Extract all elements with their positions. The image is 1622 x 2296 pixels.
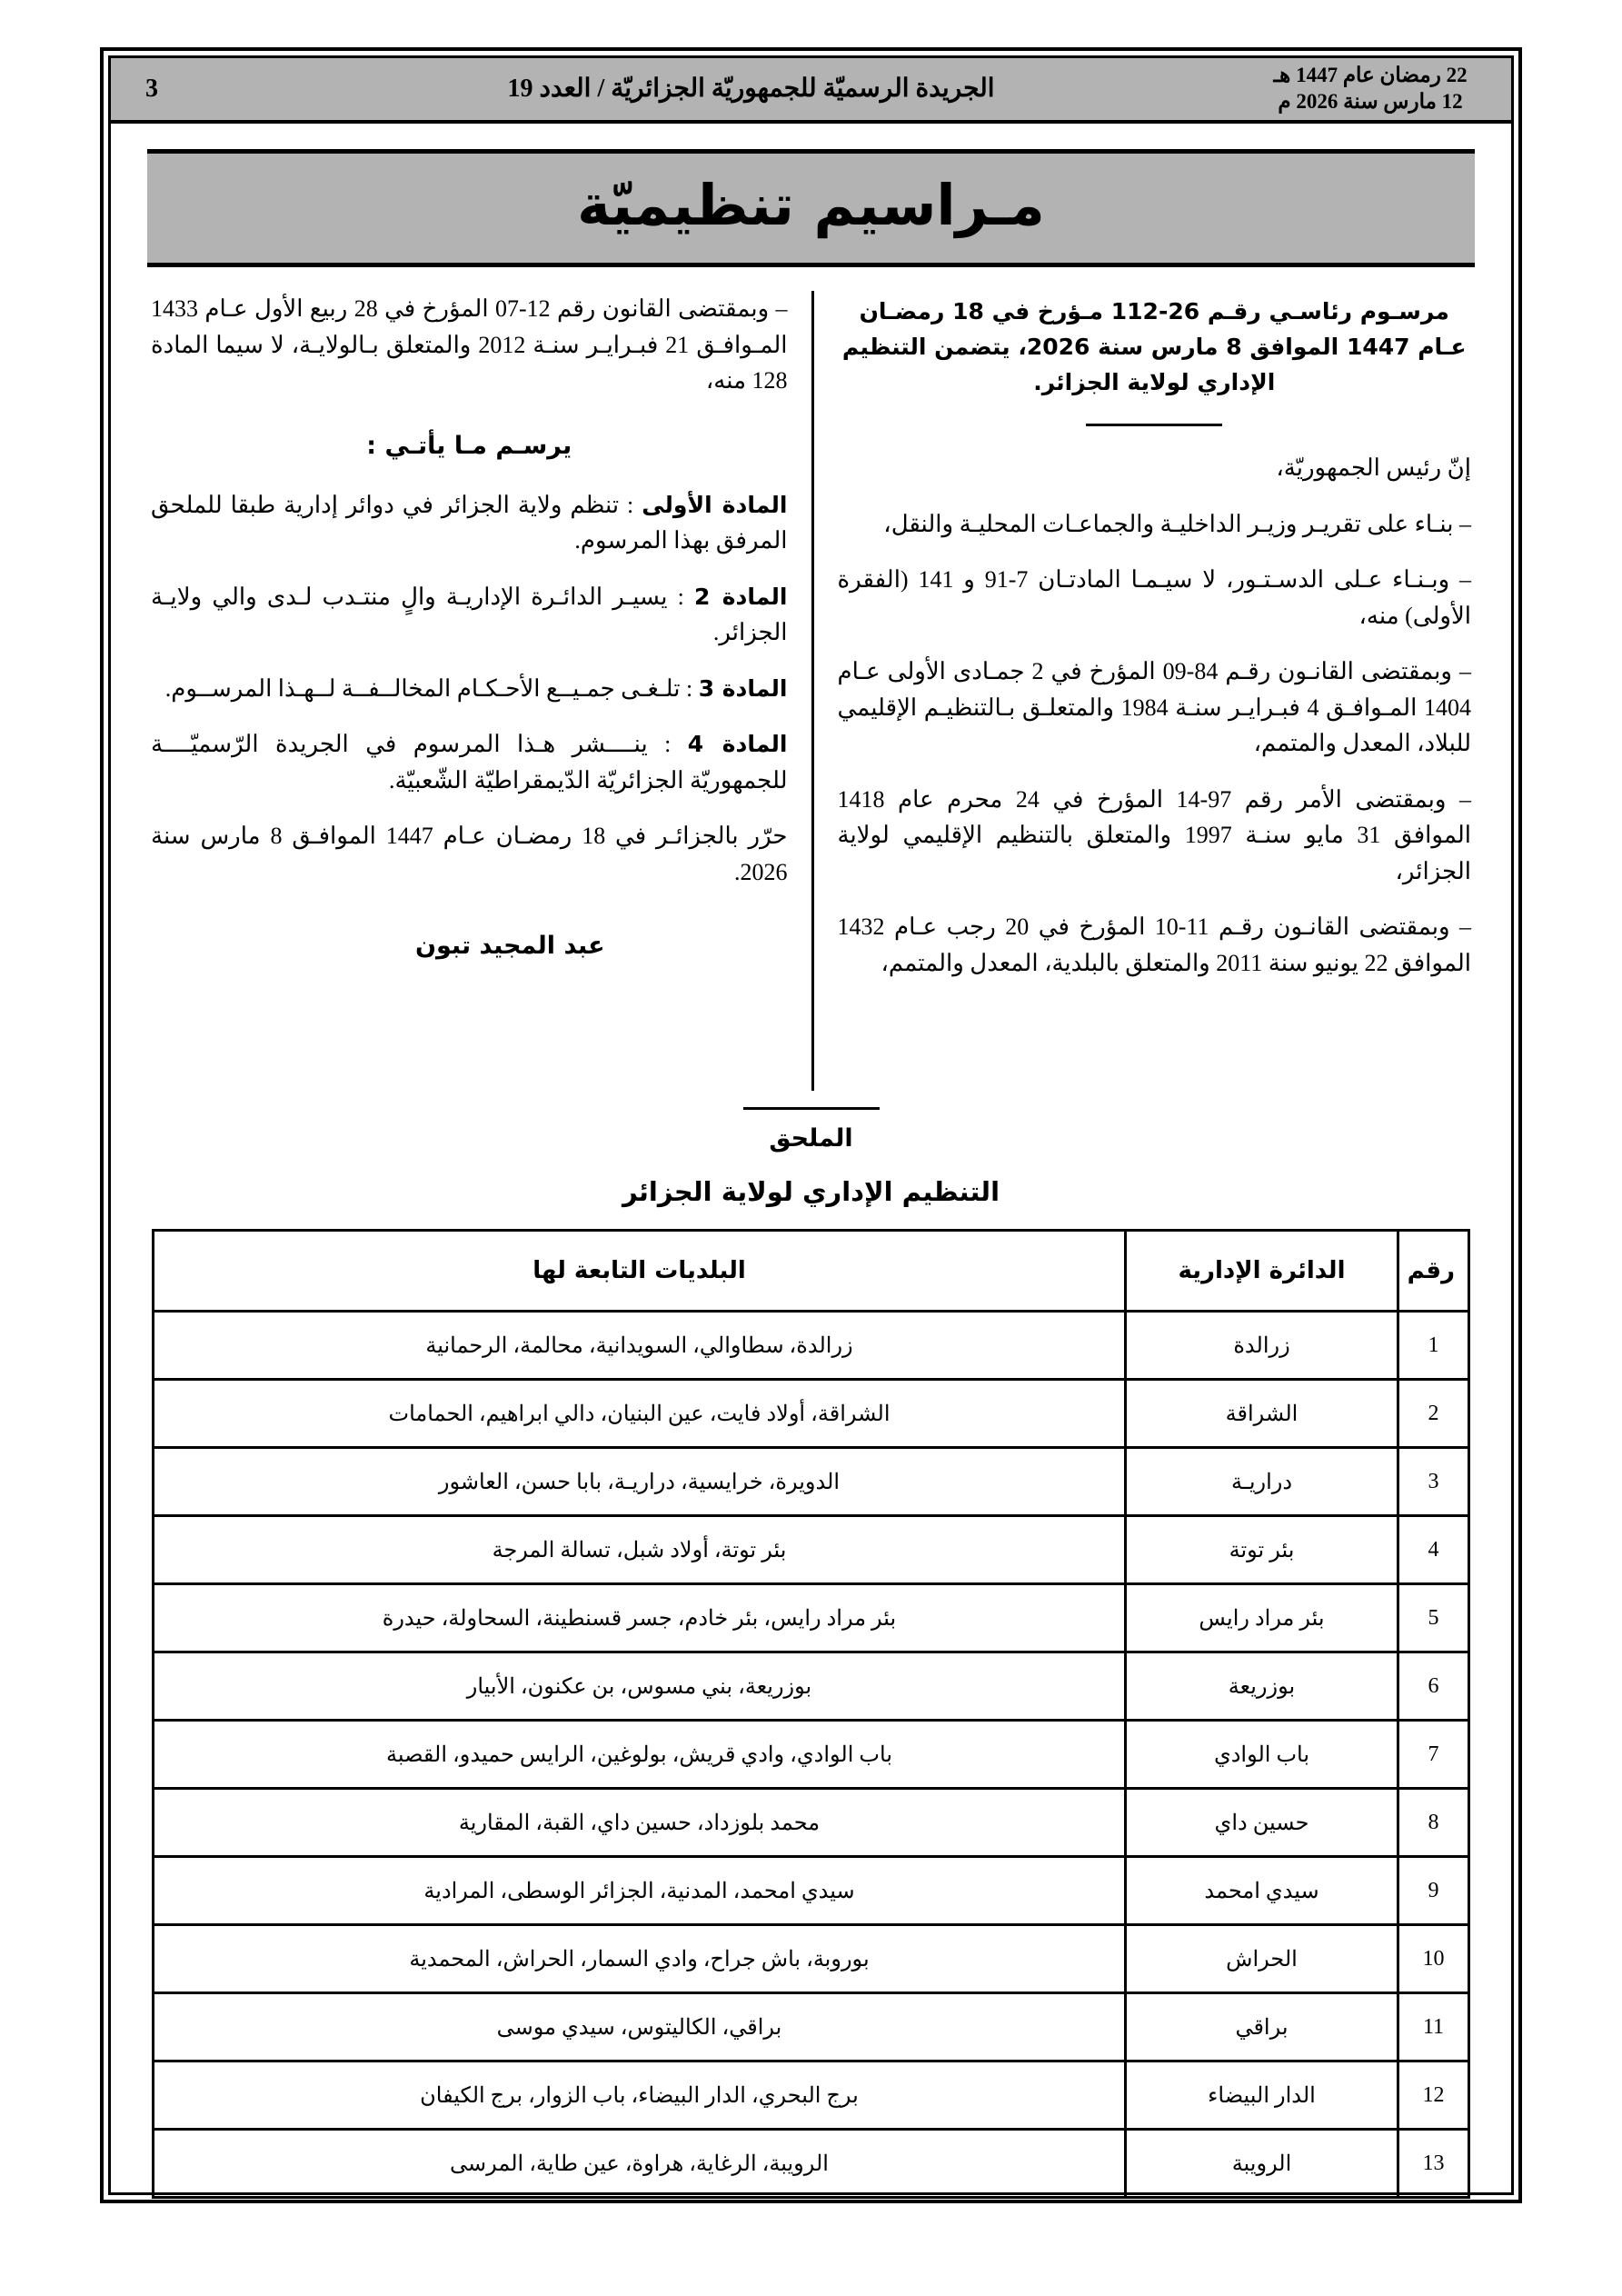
table-row: 7 باب الوادي باب الوادي، وادي قريش، بولوغي…	[152, 1719, 1470, 1790]
column-right: مرسـوم رئاسـي رقـم 26-112 مـؤرخ في 18 رم…	[811, 291, 1476, 1091]
article-4-text: : ينــــشر هـذا المرسوم في الجريدة الرّس…	[151, 731, 788, 794]
cell-communes: باب الوادي، وادي قريش، بولوغين، الرايس ح…	[152, 1719, 1127, 1790]
table-row: 3 دراريـة الدويرة، خرايسية، دراريـة، بابا …	[152, 1446, 1470, 1517]
cell-number: 11	[1397, 1992, 1470, 2062]
decree-recital: – وبمقتضى الأمر رقم 97-14 المؤرخ في 24 م…	[837, 785, 1472, 884]
cell-number: 7	[1397, 1719, 1470, 1790]
cell-number: 10	[1397, 1923, 1470, 1994]
cell-number: 9	[1397, 1855, 1470, 1926]
page-content: مـراسيم تنظيميّة مرسـوم رئاسـي رقـم 26-1…	[111, 124, 1511, 2208]
title-rule	[1086, 424, 1223, 427]
masthead-date: 22 رمضان عام 1447 هـ 12 مارس سنة 2026 م	[1248, 63, 1493, 115]
decree-signed-at: حرّر بالجزائـر في 18 رمضـان عـام 1447 ال…	[151, 823, 788, 885]
cell-daira: زرالدة	[1124, 1310, 1399, 1381]
article-4: المادة 4 : ينــــشر هـذا المرسوم في الجر…	[151, 726, 788, 798]
annex-heading: الملحق	[769, 1124, 853, 1153]
page-inner-frame: 22 رمضان عام 1447 هـ 12 مارس سنة 2026 م …	[108, 55, 1514, 2199]
masthead: 22 رمضان عام 1447 هـ 12 مارس سنة 2026 م …	[111, 58, 1511, 124]
table-row: 2 الشراقة الشراقة، أولاد فايت، عين البنيان…	[152, 1378, 1470, 1449]
cell-communes: محمد بلوزداد، حسين داي، القبة، المقارية	[152, 1787, 1127, 1858]
cell-daira: حسين داي	[1124, 1787, 1399, 1858]
section-banner: مـراسيم تنظيميّة	[147, 149, 1475, 267]
cell-number: 13	[1397, 2128, 1470, 2199]
cell-communes: زرالدة، سطاوالي، السويدانية، محالمة، الر…	[152, 1310, 1127, 1381]
cell-communes: براقي، الكاليتوس، سيدي موسى	[152, 1992, 1127, 2062]
decree-title: مرسـوم رئاسـي رقـم 26-112 مـؤرخ في 18 رم…	[841, 298, 1467, 395]
cell-communes: بئر مراد رايس، بئر خادم، جسر قسنطينة، ال…	[152, 1582, 1127, 1653]
table-row: 13 الرويبة الرويبة، الرغاية، هراوة، عين طا…	[152, 2128, 1470, 2199]
column-left: – وبمقتضى القانون رقم 12-07 المؤرخ في 28…	[147, 291, 811, 1091]
annex-separator-rule	[742, 1107, 880, 1110]
masthead-journal-title: الجريدة الرسميّة للجمهوريّة الجزائريّة /…	[507, 75, 995, 103]
cell-daira: بئر مراد رايس	[1124, 1582, 1399, 1653]
masthead-date-hijri: 22 رمضان عام 1447 هـ	[1273, 64, 1468, 87]
cell-number: 3	[1397, 1446, 1470, 1517]
cell-communes: بوزريعة، بني مسوس، بن عكنون، الأبيار	[152, 1651, 1127, 1722]
masthead-date-gregorian: 12 مارس سنة 2026 م	[1278, 90, 1463, 113]
annex-subheading: التنظيم الإداري لولاية الجزائر	[622, 1176, 1000, 1207]
table-row: 4 بئر توتة بئر توتة، أولاد شبل، تسالة المر…	[152, 1514, 1470, 1585]
article-1-text: : تنظم ولاية الجزائر في دوائر إدارية طبق…	[151, 491, 788, 554]
cell-communes: برج البحري، الدار البيضاء، باب الزوار، ب…	[152, 2060, 1127, 2131]
gazette-page: 22 رمضان عام 1447 هـ 12 مارس سنة 2026 م …	[100, 47, 1522, 2203]
section-banner-label: مـراسيم تنظيميّة	[577, 171, 1045, 238]
cell-communes: الدويرة، خرايسية، دراريـة، بابا حسن، الع…	[152, 1446, 1127, 1517]
table-row: 11 براقي براقي، الكاليتوس، سيدي موسى	[152, 1992, 1470, 2062]
cell-number: 2	[1397, 1378, 1470, 1449]
cell-daira: الدار البيضاء	[1124, 2060, 1399, 2131]
cell-daira: الشراقة	[1124, 1378, 1399, 1449]
table-header-row: رقم الدائرة الإدارية البلديات التابعة له…	[152, 1229, 1470, 1313]
column-header-communes: البلديات التابعة لها	[152, 1229, 1127, 1313]
cell-communes: الشراقة، أولاد فايت، عين البنيان، دالي ا…	[152, 1378, 1127, 1449]
cell-number: 8	[1397, 1787, 1470, 1858]
article-2: المادة 2 : يسيـر الدائـرة الإداريـة والٍ…	[151, 579, 788, 651]
decree-recital: – وبـنـاء عـلى الدسـتـور، لا سيـمـا الما…	[837, 566, 1472, 629]
column-header-daira: الدائرة الإدارية	[1124, 1229, 1399, 1313]
cell-daira: بئر توتة	[1124, 1514, 1399, 1585]
decree-signatory: عبد المجيد تبون	[414, 932, 605, 961]
decree-opening: إنّ رئيس الجمهوريّة،	[1276, 454, 1471, 482]
decree-recital: – وبمقتضى القانون رقم 12-07 المؤرخ في 28…	[151, 295, 788, 394]
cell-communes: بئر توتة، أولاد شبل، تسالة المرجة	[152, 1514, 1127, 1585]
cell-daira: دراريـة	[1124, 1446, 1399, 1517]
table-row: 1 زرالدة زرالدة، سطاوالي، السويدانية، محال…	[152, 1310, 1470, 1381]
article-1-label: المادة الأولى	[642, 491, 788, 518]
table-row: 5 بئر مراد رايس بئر مراد رايس، بئر خادم، ج…	[152, 1582, 1470, 1653]
article-1: المادة الأولى : تنظم ولاية الجزائر في دو…	[151, 487, 788, 559]
cell-number: 5	[1397, 1582, 1470, 1653]
cell-daira: براقي	[1124, 1992, 1399, 2062]
cell-daira: بوزريعة	[1124, 1651, 1399, 1722]
cell-communes: بوروبة، باش جراح، وادي السمار، الحراش، ا…	[152, 1923, 1127, 1994]
two-column-body: مرسـوم رئاسـي رقـم 26-112 مـؤرخ في 18 رم…	[147, 291, 1475, 1091]
cell-daira: باب الوادي	[1124, 1719, 1399, 1790]
decree-recital: – بنـاء على تقريـر وزيـر الداخليـة والجم…	[883, 510, 1471, 537]
table-row: 12 الدار البيضاء برج البحري، الدار البيضاء…	[152, 2060, 1470, 2131]
table-row: 8 حسين داي محمد بلوزداد، حسين داي، القبة، …	[152, 1787, 1470, 1858]
article-3-label: المادة 3	[698, 674, 788, 702]
cell-daira: سيدي امحمد	[1124, 1855, 1399, 1926]
cell-number: 4	[1397, 1514, 1470, 1585]
annex-table: رقم الدائرة الإدارية البلديات التابعة له…	[152, 1229, 1470, 2199]
article-4-label: المادة 4	[687, 731, 788, 758]
cell-number: 1	[1397, 1310, 1470, 1381]
enacting-formula: يرسـم مـا يأتـي :	[366, 431, 572, 460]
cell-daira: الرويبة	[1124, 2128, 1399, 2199]
decree-recital: – وبمقتضى القانـون رقـم 84-09 المؤرخ في …	[837, 658, 1472, 757]
annex-table-body: 1 زرالدة زرالدة، سطاوالي، السويدانية، محال…	[152, 1310, 1470, 2199]
table-row: 6 بوزريعة بوزريعة، بني مسوس، بن عكنون، الأ…	[152, 1651, 1470, 1722]
cell-communes: الرويبة، الرغاية، هراوة، عين طاية، المرس…	[152, 2128, 1127, 2199]
cell-number: 12	[1397, 2060, 1470, 2131]
article-3-text: : تلـغـى جمـيــع الأحـكـام المخالــفــة …	[164, 674, 699, 702]
article-3: المادة 3 : تلـغـى جمـيــع الأحـكـام المخ…	[151, 671, 788, 707]
article-2-text: : يسيـر الدائـرة الإداريـة والٍ منتـدب ل…	[151, 583, 788, 646]
table-row: 10 الحراش بوروبة، باش جراح، وادي السمار، ا…	[152, 1923, 1470, 1994]
table-row: 9 سيدي امحمد سيدي امحمد، المدنية، الجزائر …	[152, 1855, 1470, 1926]
cell-daira: الحراش	[1124, 1923, 1399, 1994]
article-2-label: المادة 2	[694, 583, 788, 610]
cell-number: 6	[1397, 1651, 1470, 1722]
page-number: 3	[145, 75, 158, 103]
decree-recital: – وبمقتضى القانـون رقـم 11-10 المؤرخ في …	[837, 913, 1472, 976]
column-header-number: رقم	[1397, 1229, 1470, 1313]
cell-communes: سيدي امحمد، المدنية، الجزائر الوسطى، الم…	[152, 1855, 1127, 1926]
